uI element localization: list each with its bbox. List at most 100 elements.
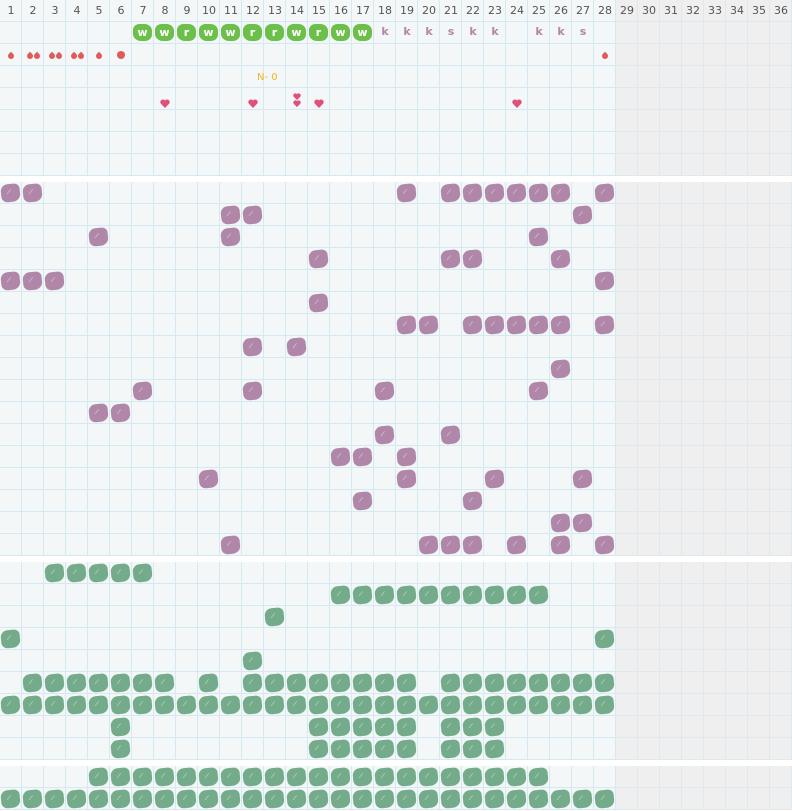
grid-cell[interactable] xyxy=(528,716,550,738)
grid-cell[interactable] xyxy=(220,358,242,380)
grid-cell[interactable] xyxy=(506,512,528,534)
grid-cell[interactable] xyxy=(308,402,330,424)
grid-cell[interactable] xyxy=(154,650,176,672)
grid-cell[interactable] xyxy=(748,154,770,176)
grid-cell[interactable] xyxy=(550,226,572,248)
grid-cell[interactable] xyxy=(264,248,286,270)
grid-cell[interactable] xyxy=(572,336,594,358)
grid-cell[interactable] xyxy=(704,766,726,788)
grid-cell[interactable] xyxy=(154,534,176,556)
grid-cell[interactable] xyxy=(22,562,44,584)
grid-cell[interactable] xyxy=(198,132,220,154)
grid-cell[interactable] xyxy=(286,358,308,380)
grid-cell[interactable] xyxy=(550,446,572,468)
grid-cell[interactable] xyxy=(550,292,572,314)
grid-cell[interactable] xyxy=(330,292,352,314)
grid-cell[interactable] xyxy=(616,672,638,694)
grid-cell[interactable] xyxy=(440,562,462,584)
grid-cell[interactable] xyxy=(220,154,242,176)
grid-cell[interactable] xyxy=(682,314,704,336)
grid-cell[interactable] xyxy=(660,628,682,650)
grid-cell[interactable] xyxy=(154,154,176,176)
grid-cell[interactable] xyxy=(418,738,440,760)
grid-cell[interactable] xyxy=(264,292,286,314)
grid-cell[interactable] xyxy=(374,154,396,176)
grid-cell[interactable] xyxy=(770,512,792,534)
grid-cell[interactable] xyxy=(352,606,374,628)
grid-cell[interactable] xyxy=(660,380,682,402)
grid-cell[interactable] xyxy=(682,446,704,468)
grid-cell[interactable] xyxy=(220,446,242,468)
grid-cell[interactable] xyxy=(462,380,484,402)
grid-cell[interactable] xyxy=(484,490,506,512)
grid-cell[interactable] xyxy=(528,154,550,176)
grid-cell[interactable] xyxy=(726,584,748,606)
grid-cell[interactable] xyxy=(22,154,44,176)
grid-cell[interactable] xyxy=(286,738,308,760)
grid-cell[interactable] xyxy=(660,154,682,176)
grid-cell[interactable] xyxy=(88,446,110,468)
grid-cell[interactable] xyxy=(154,584,176,606)
grid-cell[interactable] xyxy=(704,534,726,556)
grid-cell[interactable] xyxy=(462,154,484,176)
grid-cell[interactable] xyxy=(638,226,660,248)
grid-cell[interactable] xyxy=(660,88,682,110)
grid-cell[interactable] xyxy=(770,628,792,650)
grid-cell[interactable] xyxy=(308,358,330,380)
grid-cell[interactable] xyxy=(660,468,682,490)
grid-cell[interactable] xyxy=(770,562,792,584)
grid-cell[interactable] xyxy=(308,562,330,584)
grid-cell[interactable] xyxy=(374,44,396,66)
grid-cell[interactable] xyxy=(572,534,594,556)
grid-cell[interactable] xyxy=(286,512,308,534)
grid-cell[interactable] xyxy=(330,248,352,270)
grid-cell[interactable] xyxy=(264,584,286,606)
grid-cell[interactable] xyxy=(616,204,638,226)
grid-cell[interactable] xyxy=(616,154,638,176)
grid-cell[interactable] xyxy=(110,314,132,336)
grid-cell[interactable] xyxy=(660,512,682,534)
grid-cell[interactable] xyxy=(176,402,198,424)
grid-cell[interactable] xyxy=(704,204,726,226)
grid-cell[interactable] xyxy=(484,512,506,534)
grid-cell[interactable] xyxy=(198,380,220,402)
grid-cell[interactable] xyxy=(22,534,44,556)
grid-cell[interactable] xyxy=(22,22,44,44)
grid-cell[interactable] xyxy=(132,402,154,424)
grid-cell[interactable] xyxy=(594,248,616,270)
grid-cell[interactable] xyxy=(572,716,594,738)
grid-cell[interactable] xyxy=(396,562,418,584)
grid-cell[interactable] xyxy=(528,292,550,314)
grid-cell[interactable] xyxy=(110,424,132,446)
grid-cell[interactable] xyxy=(726,380,748,402)
grid-cell[interactable] xyxy=(66,490,88,512)
grid-cell[interactable] xyxy=(660,204,682,226)
grid-cell[interactable] xyxy=(638,204,660,226)
grid-cell[interactable] xyxy=(286,562,308,584)
grid-cell[interactable] xyxy=(0,446,22,468)
grid-cell[interactable] xyxy=(594,716,616,738)
grid-cell[interactable] xyxy=(286,650,308,672)
grid-cell[interactable] xyxy=(418,446,440,468)
grid-cell[interactable] xyxy=(198,44,220,66)
grid-cell[interactable] xyxy=(88,270,110,292)
grid-cell[interactable] xyxy=(22,738,44,760)
grid-cell[interactable] xyxy=(594,292,616,314)
grid-cell[interactable] xyxy=(154,226,176,248)
grid-cell[interactable] xyxy=(396,650,418,672)
grid-cell[interactable] xyxy=(726,788,748,810)
grid-cell[interactable] xyxy=(704,336,726,358)
grid-cell[interactable] xyxy=(770,226,792,248)
grid-cell[interactable] xyxy=(352,248,374,270)
habit-mark[interactable]: k xyxy=(403,25,411,38)
grid-cell[interactable] xyxy=(286,66,308,88)
grid-cell[interactable] xyxy=(462,650,484,672)
grid-cell[interactable] xyxy=(154,738,176,760)
grid-cell[interactable] xyxy=(484,534,506,556)
grid-cell[interactable] xyxy=(704,716,726,738)
grid-cell[interactable] xyxy=(682,132,704,154)
grid-cell[interactable] xyxy=(352,204,374,226)
grid-cell[interactable] xyxy=(220,606,242,628)
grid-cell[interactable] xyxy=(242,66,264,88)
grid-cell[interactable] xyxy=(748,628,770,650)
